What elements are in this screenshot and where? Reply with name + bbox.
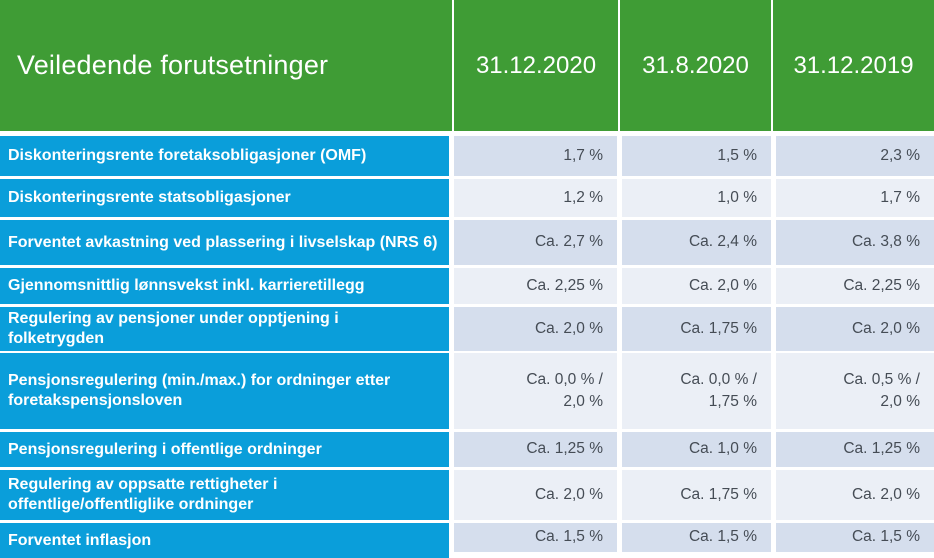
row-value: Ca. 2,25 % [776, 268, 934, 304]
row-value: Ca. 1,0 % [622, 432, 771, 467]
row-value: Ca. 2,0 % [454, 307, 617, 351]
row-value: Ca. 1,25 % [454, 432, 617, 467]
row-value: 1,5 % [622, 136, 771, 176]
column-header-31-12-2019: 31.12.2019 [773, 0, 934, 131]
row-value: Ca. 0,0 % / 1,75 % [622, 353, 771, 429]
row-value: Ca. 2,0 % [776, 307, 934, 351]
row-value: 1,7 % [776, 179, 934, 217]
table-row: Forventet avkastning ved plassering i li… [0, 220, 934, 265]
row-value: Ca. 1,75 % [622, 307, 771, 351]
row-label: Diskonteringsrente statsobligasjoner [0, 179, 449, 217]
row-value: Ca. 1,5 % [622, 523, 771, 558]
row-label: Gjennomsnittlig lønnsvekst inkl. karrier… [0, 268, 449, 304]
row-value: Ca. 3,8 % [776, 220, 934, 265]
table-body: Diskonteringsrente foretaksobligasjoner … [0, 136, 934, 558]
row-value: 1,0 % [622, 179, 771, 217]
table-header-row: Veiledende forutsetninger 31.12.2020 31.… [0, 0, 934, 131]
table-row: Regulering av oppsatte rettigheter i off… [0, 470, 934, 520]
column-header-31-8-2020: 31.8.2020 [620, 0, 771, 131]
table-row: Diskonteringsrente foretaksobligasjoner … [0, 136, 934, 176]
row-value: Ca. 2,0 % [454, 470, 617, 520]
row-value: 2,3 % [776, 136, 934, 176]
row-value: Ca. 2,25 % [454, 268, 617, 304]
column-header-31-12-2020: 31.12.2020 [454, 0, 618, 131]
table-row: Forventet inflasjon Ca. 1,5 % Ca. 1,5 % … [0, 523, 934, 558]
row-label: Forventet inflasjon [0, 523, 449, 558]
table-row: Pensjonsregulering i offentlige ordninge… [0, 432, 934, 467]
table-row: Regulering av pensjoner under opptjening… [0, 307, 934, 351]
table-row: Pensjonsregulering (min./max.) for ordni… [0, 353, 934, 429]
row-value: Ca. 1,25 % [776, 432, 934, 467]
row-label: Diskonteringsrente foretaksobligasjoner … [0, 136, 449, 176]
row-value: Ca. 2,0 % [622, 268, 771, 304]
table-title: Veiledende forutsetninger [0, 0, 452, 131]
row-value: Ca. 1,5 % [776, 523, 934, 558]
row-label: Pensjonsregulering (min./max.) for ordni… [0, 353, 449, 429]
row-label: Regulering av pensjoner under opptjening… [0, 307, 449, 351]
row-value: Ca. 2,7 % [454, 220, 617, 265]
row-label: Regulering av oppsatte rettigheter i off… [0, 470, 449, 520]
header-divider [0, 131, 934, 136]
row-value: 1,2 % [454, 179, 617, 217]
row-value: 1,7 % [454, 136, 617, 176]
table-row: Diskonteringsrente statsobligasjoner 1,2… [0, 179, 934, 217]
row-value: Ca. 2,0 % [776, 470, 934, 520]
row-value: Ca. 0,5 % / 2,0 % [776, 353, 934, 429]
row-label: Pensjonsregulering i offentlige ordninge… [0, 432, 449, 467]
table-row: Gjennomsnittlig lønnsvekst inkl. karrier… [0, 268, 934, 304]
row-value: Ca. 0,0 % / 2,0 % [454, 353, 617, 429]
row-value: Ca. 2,4 % [622, 220, 771, 265]
row-value: Ca. 1,75 % [622, 470, 771, 520]
row-value: Ca. 1,5 % [454, 523, 617, 558]
row-label: Forventet avkastning ved plassering i li… [0, 220, 449, 265]
